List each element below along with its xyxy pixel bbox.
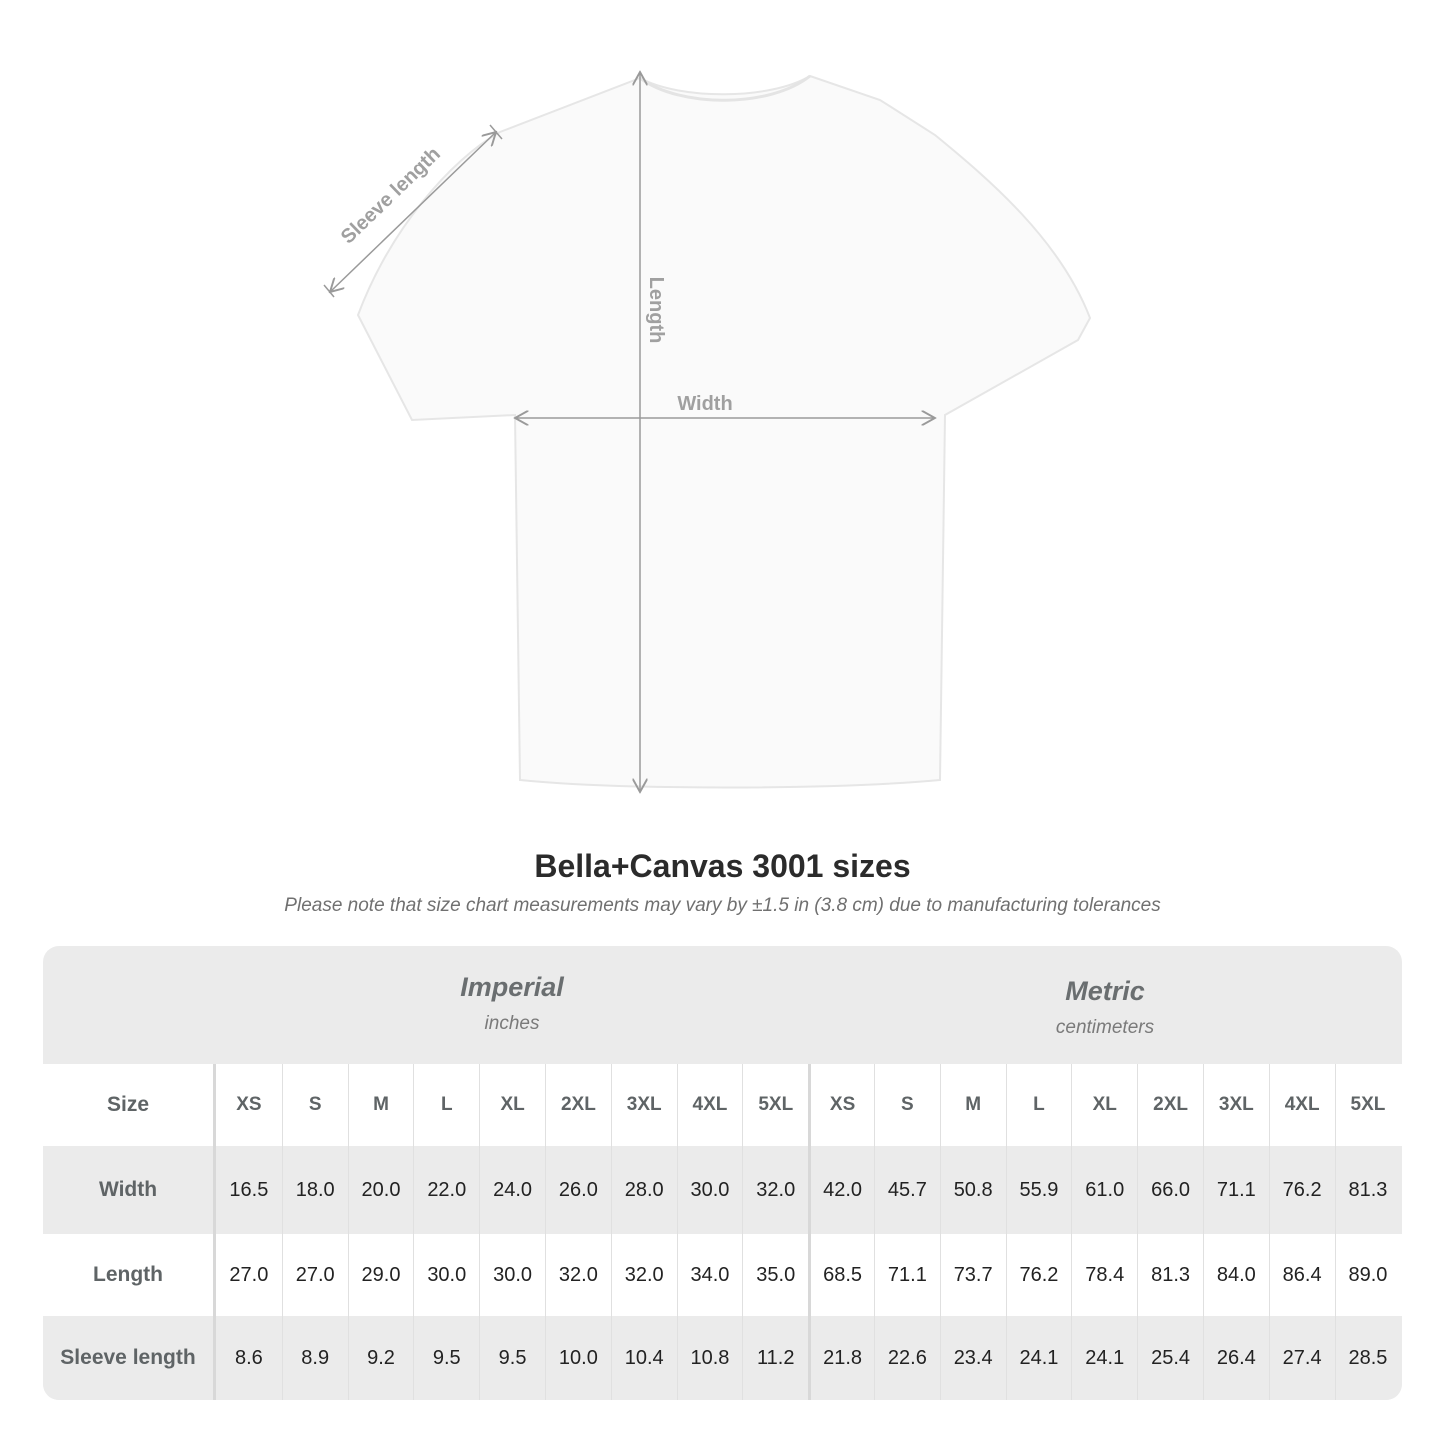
value-cell: 9.5 xyxy=(413,1316,479,1400)
value-cell: 81.3 xyxy=(1137,1234,1203,1316)
metric-title: Metric xyxy=(1065,976,1145,1006)
value-cell: 78.4 xyxy=(1071,1234,1137,1316)
size-header-cell: L xyxy=(1005,1064,1072,1146)
length-label: Length xyxy=(645,277,667,344)
value-cell: 28.5 xyxy=(1334,1316,1401,1400)
size-header-cell: L xyxy=(413,1064,479,1146)
size-header-row: Size XS S M L XL 2XL 3XL 4XL 5XL XS S M L XL 2XL 3XL 4XL 5… xyxy=(43,1064,1402,1146)
sleeve-measure-line xyxy=(330,132,496,292)
table-row: Sleeve length 8.6 8.9 9.2 9.5 9.5 10.0 10.4 10.8… xyxy=(43,1316,1402,1400)
size-header-cell: S xyxy=(281,1064,348,1146)
value-cell: 30.0 xyxy=(479,1234,545,1316)
value-cell: 76.2 xyxy=(1268,1146,1335,1234)
value-cell: 16.5 xyxy=(229,1178,269,1201)
imperial-title: Imperial xyxy=(460,972,564,1002)
value-cell: 34.0 xyxy=(676,1234,743,1316)
value-cell: 71.1 xyxy=(873,1234,940,1316)
value-cell: 27.4 xyxy=(1268,1316,1335,1400)
value-cell: 9.2 xyxy=(347,1316,414,1400)
row-label: Length xyxy=(43,1234,216,1316)
value-cell: 55.9 xyxy=(1005,1146,1072,1234)
size-header-cell: 5XL xyxy=(1334,1064,1401,1146)
collar xyxy=(639,74,811,102)
value-cell: 76.2 xyxy=(1005,1234,1072,1316)
row-label: Size xyxy=(43,1064,216,1146)
size-header-cell: 5XL xyxy=(742,1064,808,1146)
size-header-cell: S xyxy=(873,1064,940,1146)
metric-header: Metric centimeters xyxy=(808,946,1402,1094)
value-cell: 73.7 xyxy=(939,1234,1006,1316)
size-header-cell: M xyxy=(939,1064,1006,1146)
value-cell: 61.0 xyxy=(1071,1146,1137,1234)
value-cell: 89.0 xyxy=(1334,1234,1401,1316)
value-cell: 68.5 xyxy=(808,1234,874,1316)
value-cell: 81.3 xyxy=(1334,1146,1401,1234)
row-label: Width xyxy=(43,1146,216,1234)
tshirt-shape xyxy=(356,74,1092,789)
size-header-cell: 2XL xyxy=(1137,1064,1203,1146)
size-header-cell: M xyxy=(347,1064,414,1146)
value-cell: 26.0 xyxy=(544,1146,611,1234)
value-cell: 27.0 xyxy=(229,1263,269,1286)
imperial-header: Imperial inches xyxy=(216,946,808,1090)
value-cell: 8.9 xyxy=(281,1316,348,1400)
table-row: Width 16.5 18.0 20.0 22.0 24.0 26.0 28.0 30.0 32.… xyxy=(43,1146,1402,1234)
value-cell: 24.0 xyxy=(479,1146,545,1234)
value-cell: 10.4 xyxy=(610,1316,677,1400)
value-cell: 10.8 xyxy=(676,1316,743,1400)
size-header-cell: 3XL xyxy=(1202,1064,1269,1146)
value-cell: 30.0 xyxy=(676,1146,743,1234)
value-cell: 66.0 xyxy=(1137,1146,1203,1234)
chart-title: Bella+Canvas 3001 sizes xyxy=(534,848,911,884)
value-cell: 28.0 xyxy=(610,1146,677,1234)
size-header-cell: 4XL xyxy=(676,1064,743,1146)
size-header-cell: XS xyxy=(236,1094,262,1115)
size-header-cell: XL xyxy=(479,1064,545,1146)
value-cell: 21.8 xyxy=(808,1316,874,1400)
value-cell: 84.0 xyxy=(1202,1234,1269,1316)
imperial-unit: inches xyxy=(484,1013,540,1034)
value-cell: 42.0 xyxy=(808,1146,874,1234)
value-cell: 22.6 xyxy=(873,1316,940,1400)
value-cell: 20.0 xyxy=(347,1146,414,1234)
size-header-cell: 3XL xyxy=(610,1064,677,1146)
value-cell: 86.4 xyxy=(1268,1234,1335,1316)
value-cell: 30.0 xyxy=(413,1234,479,1316)
tshirt-diagram: Sleeve length Length Width xyxy=(323,0,1092,820)
value-cell: 32.0 xyxy=(610,1234,677,1316)
table-row: Length 27.0 27.0 29.0 30.0 30.0 32.0 32.0 34.0 35… xyxy=(43,1234,1402,1316)
value-cell: 9.5 xyxy=(479,1316,545,1400)
value-cell: 50.8 xyxy=(939,1146,1006,1234)
value-cell: 18.0 xyxy=(281,1146,348,1234)
row-label: Sleeve length xyxy=(43,1316,216,1400)
value-cell: 11.2 xyxy=(742,1316,808,1400)
value-cell: 32.0 xyxy=(544,1234,611,1316)
value-cell: 71.1 xyxy=(1202,1146,1269,1234)
value-cell: 24.1 xyxy=(1005,1316,1072,1400)
tolerance-note: Please note that size chart measurements… xyxy=(284,895,1161,916)
size-header-cell: 4XL xyxy=(1268,1064,1335,1146)
value-cell: 22.0 xyxy=(413,1146,479,1234)
value-cell: 25.4 xyxy=(1137,1316,1203,1400)
value-cell: 10.0 xyxy=(544,1316,611,1400)
size-header-cell: XL xyxy=(1071,1064,1137,1146)
size-table: Imperial inches Metric centimeters Size X… xyxy=(43,946,1402,1400)
value-cell: 27.0 xyxy=(281,1234,348,1316)
value-cell: 29.0 xyxy=(347,1234,414,1316)
value-cell: 23.4 xyxy=(939,1316,1006,1400)
size-header-cell: XS xyxy=(808,1064,874,1146)
value-cell: 35.0 xyxy=(742,1234,808,1316)
value-cell: 45.7 xyxy=(873,1146,940,1234)
size-header-cell: 2XL xyxy=(544,1064,611,1146)
value-cell: 24.1 xyxy=(1071,1316,1137,1400)
value-cell: 8.6 xyxy=(234,1346,263,1369)
value-cell: 32.0 xyxy=(742,1146,808,1234)
metric-unit: centimeters xyxy=(1055,1017,1155,1038)
width-label: Width xyxy=(677,393,732,415)
value-cell: 26.4 xyxy=(1202,1316,1269,1400)
